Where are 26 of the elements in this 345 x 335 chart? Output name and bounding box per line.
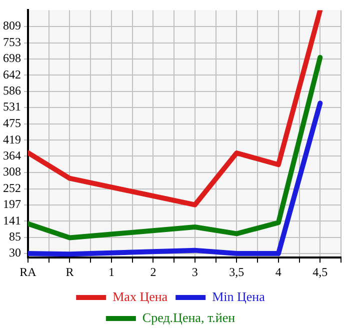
y-tick-label: 475 [3, 116, 21, 130]
y-tick-label: 698 [3, 51, 21, 66]
x-tick-label: RA [20, 264, 37, 279]
x-tick-label: 4 [275, 264, 282, 279]
x-tick-label: 4,5 [312, 264, 328, 279]
y-tick-label: 30 [9, 246, 21, 260]
legend-label: Max Цена [112, 288, 168, 304]
x-tick-label: 1 [108, 264, 114, 279]
y-tick-label: 197 [3, 197, 21, 212]
x-tick-label: 3 [192, 264, 198, 279]
y-tick-label: 809 [3, 18, 21, 33]
y-tick-label: 85 [9, 230, 21, 244]
y-tick-label: 753 [3, 34, 21, 49]
y-tick-label: 141 [3, 213, 21, 228]
y-tick-label: 364 [3, 148, 21, 162]
x-tick-label: 3,5 [229, 264, 244, 279]
legend-label: Min Цена [212, 288, 266, 304]
x-tick-label: R [66, 264, 74, 279]
x-tick-label: 2 [150, 264, 156, 279]
y-tick-label: 252 [3, 180, 21, 195]
y-tick-label: 419 [3, 132, 21, 146]
y-tick-label: 586 [3, 84, 21, 98]
y-tick-label: 642 [3, 67, 21, 82]
y-tick-label: 308 [3, 164, 21, 179]
legend-label: Сред.Цена, т.йен [142, 310, 236, 325]
y-tick-label: 531 [3, 100, 21, 114]
